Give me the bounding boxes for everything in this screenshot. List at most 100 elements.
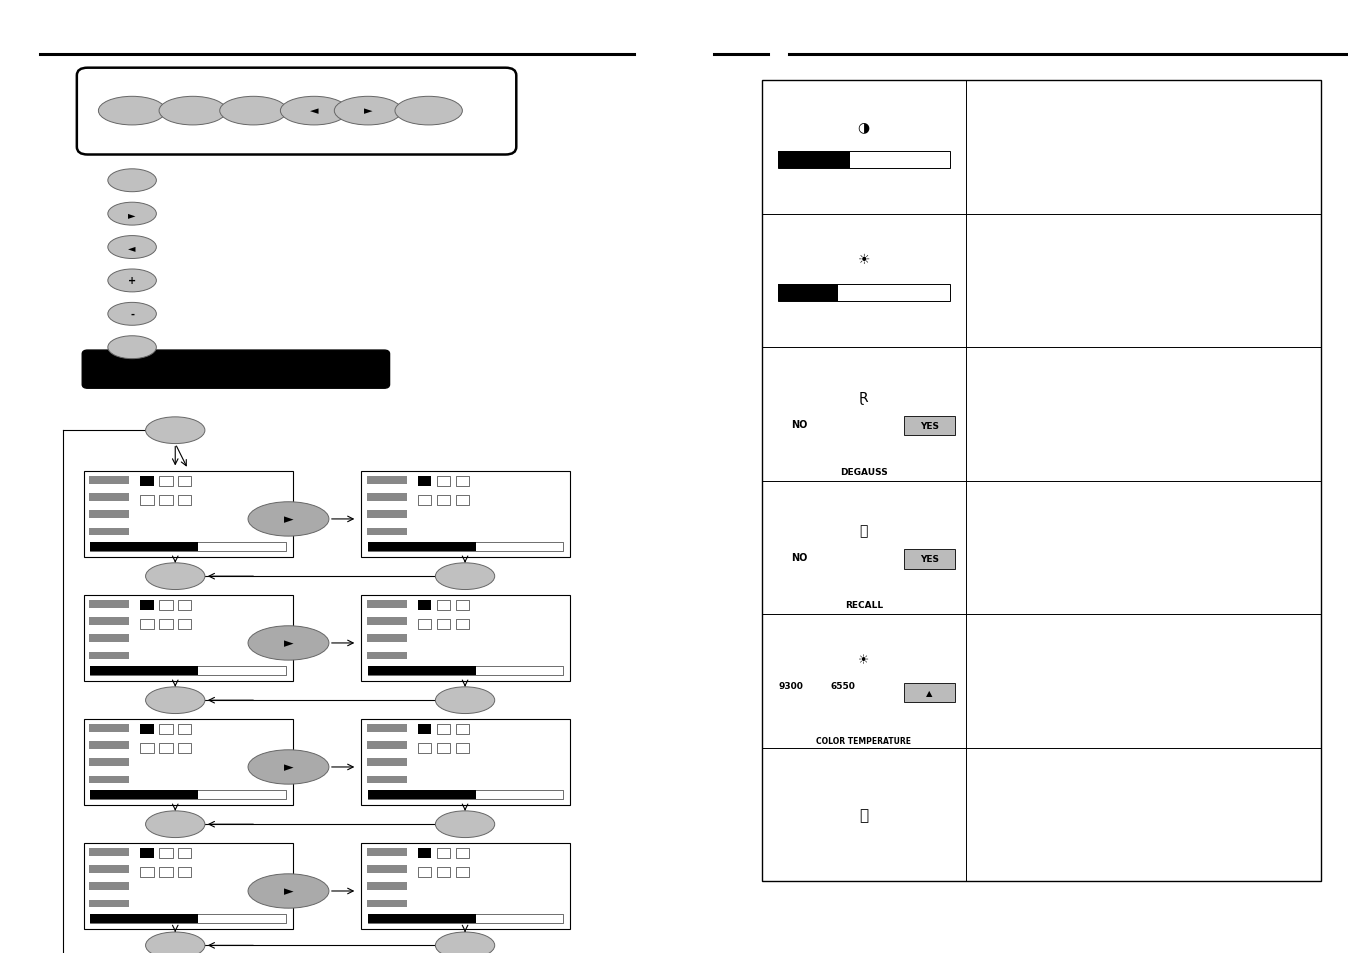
FancyBboxPatch shape <box>367 724 407 732</box>
FancyBboxPatch shape <box>89 882 129 890</box>
FancyBboxPatch shape <box>178 496 191 505</box>
Ellipse shape <box>146 932 205 953</box>
FancyBboxPatch shape <box>178 600 191 610</box>
Text: 6550: 6550 <box>830 681 855 691</box>
Ellipse shape <box>435 687 495 714</box>
Text: -: - <box>131 310 133 319</box>
Ellipse shape <box>146 687 205 714</box>
FancyBboxPatch shape <box>89 511 129 518</box>
FancyBboxPatch shape <box>84 596 293 681</box>
FancyBboxPatch shape <box>140 619 154 629</box>
FancyBboxPatch shape <box>178 848 191 858</box>
FancyBboxPatch shape <box>159 619 173 629</box>
FancyBboxPatch shape <box>361 843 570 929</box>
FancyBboxPatch shape <box>361 472 570 558</box>
FancyBboxPatch shape <box>89 741 129 749</box>
Ellipse shape <box>108 203 156 226</box>
FancyBboxPatch shape <box>367 618 407 625</box>
Ellipse shape <box>435 811 495 838</box>
FancyBboxPatch shape <box>140 600 154 610</box>
FancyBboxPatch shape <box>89 776 129 783</box>
FancyBboxPatch shape <box>437 619 450 629</box>
FancyBboxPatch shape <box>367 511 407 518</box>
FancyBboxPatch shape <box>437 600 450 610</box>
FancyBboxPatch shape <box>90 666 198 676</box>
Ellipse shape <box>159 97 226 126</box>
FancyBboxPatch shape <box>456 476 469 486</box>
Ellipse shape <box>108 170 156 193</box>
FancyBboxPatch shape <box>368 914 563 923</box>
FancyBboxPatch shape <box>437 476 450 486</box>
FancyBboxPatch shape <box>90 790 198 800</box>
FancyBboxPatch shape <box>418 476 431 486</box>
FancyBboxPatch shape <box>159 476 173 486</box>
FancyBboxPatch shape <box>89 724 129 732</box>
Text: ►: ► <box>128 210 136 219</box>
FancyBboxPatch shape <box>903 416 954 436</box>
FancyBboxPatch shape <box>84 843 293 929</box>
FancyBboxPatch shape <box>140 848 154 858</box>
Ellipse shape <box>334 97 402 126</box>
FancyBboxPatch shape <box>89 618 129 625</box>
Text: ►: ► <box>283 884 294 898</box>
FancyBboxPatch shape <box>90 790 198 800</box>
FancyBboxPatch shape <box>178 743 191 753</box>
FancyBboxPatch shape <box>159 743 173 753</box>
FancyBboxPatch shape <box>437 743 450 753</box>
FancyBboxPatch shape <box>361 596 570 681</box>
FancyBboxPatch shape <box>368 542 476 552</box>
Text: +: + <box>128 276 136 286</box>
FancyBboxPatch shape <box>178 476 191 486</box>
Text: ⭕: ⭕ <box>860 524 868 537</box>
Ellipse shape <box>220 97 287 126</box>
Ellipse shape <box>108 303 156 326</box>
FancyBboxPatch shape <box>89 528 129 536</box>
FancyBboxPatch shape <box>367 476 407 484</box>
Ellipse shape <box>280 97 348 126</box>
Text: COLOR TEMPERATURE: COLOR TEMPERATURE <box>817 736 911 745</box>
FancyBboxPatch shape <box>418 724 431 734</box>
FancyBboxPatch shape <box>90 914 286 923</box>
FancyBboxPatch shape <box>89 635 129 642</box>
FancyBboxPatch shape <box>418 867 431 877</box>
Text: ►: ► <box>283 637 294 650</box>
FancyBboxPatch shape <box>178 867 191 877</box>
FancyBboxPatch shape <box>368 542 476 552</box>
FancyBboxPatch shape <box>367 776 407 783</box>
FancyBboxPatch shape <box>159 724 173 734</box>
Ellipse shape <box>146 563 205 590</box>
Text: ☀: ☀ <box>857 253 869 267</box>
Text: ►: ► <box>283 513 294 526</box>
FancyBboxPatch shape <box>90 914 198 923</box>
FancyBboxPatch shape <box>367 635 407 642</box>
FancyBboxPatch shape <box>89 900 129 907</box>
FancyBboxPatch shape <box>456 743 469 753</box>
FancyBboxPatch shape <box>159 496 173 505</box>
Ellipse shape <box>435 932 495 953</box>
Ellipse shape <box>146 811 205 838</box>
Ellipse shape <box>108 270 156 293</box>
FancyBboxPatch shape <box>90 542 198 552</box>
FancyBboxPatch shape <box>456 724 469 734</box>
FancyBboxPatch shape <box>456 848 469 858</box>
FancyBboxPatch shape <box>89 600 129 608</box>
FancyBboxPatch shape <box>159 848 173 858</box>
FancyBboxPatch shape <box>456 619 469 629</box>
FancyBboxPatch shape <box>84 720 293 805</box>
FancyBboxPatch shape <box>367 652 407 659</box>
FancyBboxPatch shape <box>367 900 407 907</box>
FancyBboxPatch shape <box>903 683 954 702</box>
Ellipse shape <box>108 236 156 259</box>
FancyBboxPatch shape <box>456 600 469 610</box>
FancyBboxPatch shape <box>368 790 476 800</box>
FancyBboxPatch shape <box>437 867 450 877</box>
Text: YES: YES <box>919 421 940 431</box>
FancyBboxPatch shape <box>762 81 1321 882</box>
Text: YES: YES <box>919 555 940 564</box>
FancyBboxPatch shape <box>367 865 407 873</box>
FancyBboxPatch shape <box>90 666 198 676</box>
FancyBboxPatch shape <box>418 496 431 505</box>
FancyBboxPatch shape <box>778 152 851 169</box>
FancyBboxPatch shape <box>90 542 286 552</box>
FancyBboxPatch shape <box>368 666 563 676</box>
